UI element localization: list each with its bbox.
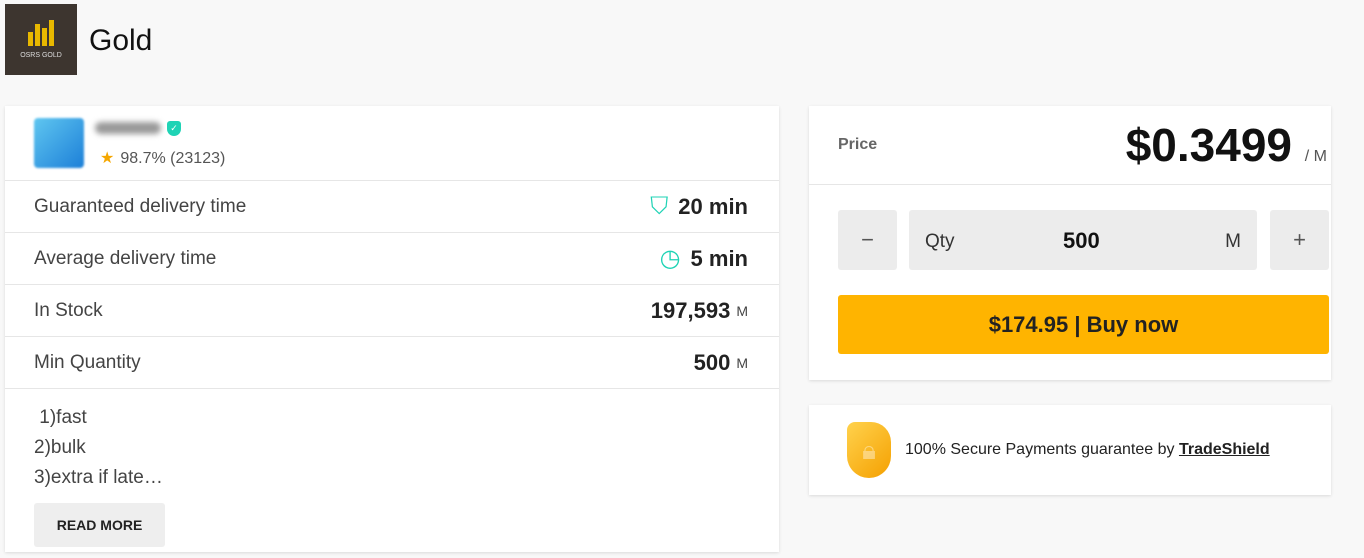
clock-icon: ◷ [659, 245, 681, 272]
detail-label: Average delivery time [34, 247, 217, 269]
read-more-button[interactable]: READ MORE [34, 503, 165, 547]
qty-value[interactable]: 500 [1063, 228, 1100, 253]
detail-row-guaranteed-delivery: Guaranteed delivery time ⛉ 20 min [5, 181, 779, 233]
seller-info: ✓ ★ 98.7% (23123) [5, 106, 779, 181]
detail-value: 20 min [678, 193, 748, 219]
detail-label: Min Quantity [34, 351, 141, 373]
shield-check-icon: ⛉ [650, 192, 669, 220]
star-icon: ★ [100, 150, 115, 167]
detail-unit: M [736, 302, 748, 319]
qty-unit: M [1225, 231, 1241, 252]
seller-rating: ★ 98.7% (23123) [100, 148, 225, 168]
description-line: 1)fast [34, 407, 87, 428]
qty-input[interactable]: Qty 500 M [909, 210, 1257, 270]
seller-avatar[interactable] [34, 118, 84, 168]
quantity-stepper: − Qty 500 M + [838, 210, 1330, 271]
qty-label: Qty [925, 231, 955, 252]
page-title: Gold [89, 24, 153, 57]
detail-unit: M [736, 354, 748, 371]
detail-row-min-quantity: Min Quantity 500 M [5, 337, 779, 389]
secure-text: 100% Secure Payments guarantee by TradeS… [905, 441, 1270, 459]
detail-row-in-stock: In Stock 197,593 M [5, 285, 779, 337]
review-count: (23123) [170, 150, 226, 167]
detail-value: 197,593 [650, 297, 731, 323]
detail-value: 500 [693, 349, 731, 375]
detail-row-average-delivery: Average delivery time ◷ 5 min [5, 233, 779, 285]
secure-payments-card: 🔒︎ 100% Secure Payments guarantee by Tra… [809, 405, 1331, 495]
increase-qty-button[interactable]: + [1270, 210, 1329, 270]
product-logo: OSRS GOLD [5, 4, 77, 75]
verified-icon: ✓ [167, 121, 181, 136]
price-label: Price [838, 136, 878, 153]
buy-now-button[interactable]: $174.95 | Buy now [838, 295, 1329, 354]
lock-shield-icon: 🔒︎ [847, 422, 891, 478]
price-unit: / M [1304, 148, 1327, 165]
detail-label: Guaranteed delivery time [34, 195, 247, 217]
seller-name-blurred[interactable] [95, 122, 161, 134]
price-value: $0.3499 / M [1126, 118, 1327, 172]
secure-label: 100% Secure Payments guarantee by [905, 441, 1179, 458]
detail-label: In Stock [34, 299, 103, 321]
price-amount: $0.3499 [1125, 119, 1292, 171]
purchase-card: Price $0.3499 / M − Qty 500 M + $174.95 … [809, 106, 1331, 380]
description-line: 3)extra if late… [34, 467, 163, 488]
description-line: 2)bulk [34, 437, 86, 458]
tradeshield-link[interactable]: TradeShield [1178, 441, 1270, 458]
rating-percent: 98.7% [120, 150, 166, 167]
logo-text: OSRS GOLD [20, 52, 62, 59]
decrease-qty-button[interactable]: − [838, 210, 897, 270]
detail-value: 5 min [690, 245, 748, 271]
offer-description: 1)fast 2)bulk 3)extra if late… [5, 389, 779, 493]
offer-details-card: ✓ ★ 98.7% (23123) Guaranteed delivery tim… [5, 106, 779, 552]
